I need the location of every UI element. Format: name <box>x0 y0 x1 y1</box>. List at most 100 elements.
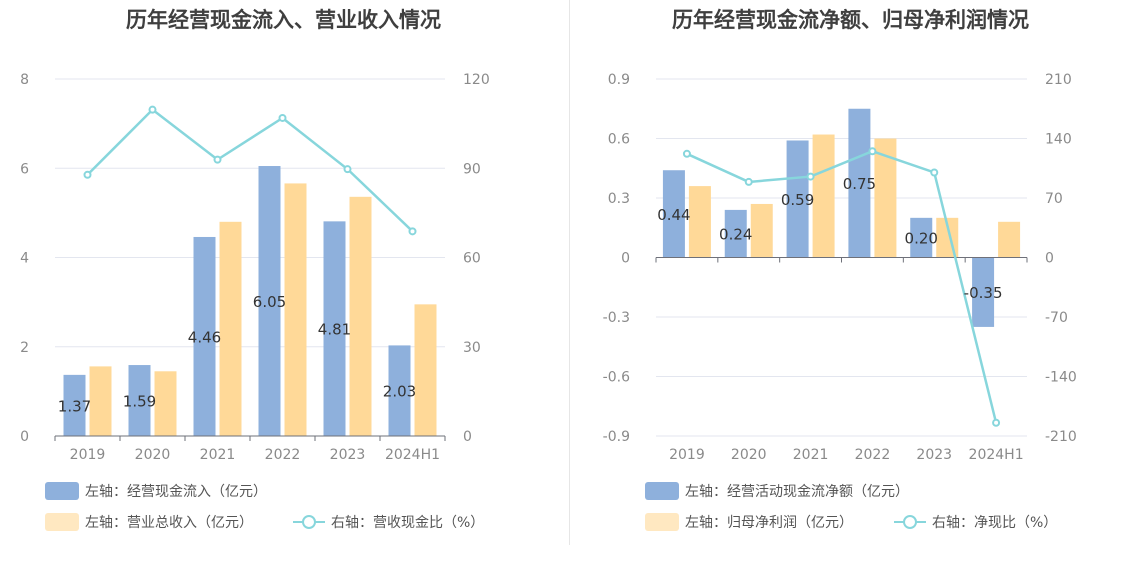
data-label: 0.24 <box>719 226 752 244</box>
legend-swatch-1 <box>645 513 679 531</box>
legend-swatch-1 <box>45 513 79 531</box>
y-right-tick-label: 90 <box>463 161 481 177</box>
data-label: 4.81 <box>318 321 351 339</box>
y-right-tick-label: 140 <box>1045 132 1072 148</box>
y-left-tick-label: 0.6 <box>608 132 630 148</box>
data-label: 0.59 <box>781 191 814 209</box>
y-right-tick-label: -70 <box>1045 310 1068 326</box>
bar-series-1-2021 <box>219 221 242 436</box>
bar-series-1-2020 <box>750 203 773 258</box>
legend-item-0: 左轴：经营现金流入（亿元） <box>85 484 267 500</box>
y-left-tick-label: -0.9 <box>603 429 630 445</box>
y-left-tick-label: 0.9 <box>608 72 630 88</box>
y-right-tick-label: 60 <box>463 251 481 267</box>
bar-series-1-2024H1 <box>998 221 1021 258</box>
legend-item-2: 右轴：净现比（%） <box>932 515 1057 531</box>
x-tick-label: 2023 <box>330 447 366 463</box>
bar-series-0-2019 <box>63 374 86 436</box>
x-tick-label: 2022 <box>265 447 301 463</box>
line-point-2024H1 <box>992 418 1001 427</box>
y-left-tick-label: 8 <box>20 72 29 88</box>
line-point-2023 <box>930 168 939 177</box>
bar-series-1-2022 <box>874 138 897 258</box>
x-tick-label: 2020 <box>731 447 767 463</box>
y-left-tick-label: -0.3 <box>603 310 630 326</box>
y-left-tick-label: 0.3 <box>608 191 630 207</box>
data-label: 1.37 <box>58 397 91 415</box>
line-point-2023 <box>343 165 352 174</box>
y-left-tick-label: 6 <box>20 161 29 177</box>
line-point-2024H1 <box>408 227 417 236</box>
chart-canvas: -0.9 -210 -0.6 -140 -0.3 -70 0 0 0.3 70 0.6 140 0.9 2… <box>603 72 1077 531</box>
y-left-tick-label: 0 <box>20 429 29 445</box>
legend-item-0: 左轴：经营活动现金流净额（亿元） <box>685 484 909 500</box>
chart-panel-net-cashflow: 历年经营现金流净额、归母净利润情况 -0.9 -210 -0.6 -140 -0.3 -7… <box>567 0 1134 582</box>
bar-series-0-2021 <box>786 140 809 258</box>
panel-divider <box>569 0 570 545</box>
bar-series-1-2019 <box>688 186 711 258</box>
x-tick-label: 2024H1 <box>969 447 1024 463</box>
data-label: 0.44 <box>657 206 690 224</box>
bar-series-0-2021 <box>193 236 216 436</box>
x-tick-label: 2021 <box>793 447 829 463</box>
line-point-2020 <box>148 105 157 114</box>
legend-swatch-0 <box>645 482 679 500</box>
y-left-tick-label: 2 <box>20 340 29 356</box>
bar-series-0-2020 <box>724 209 747 258</box>
bar-series-0-2023 <box>323 221 346 436</box>
y-right-tick-label: -140 <box>1045 370 1077 386</box>
bar-series-0-2024H1 <box>972 257 995 327</box>
data-label: -0.35 <box>964 284 1003 302</box>
x-tick-label: 2024H1 <box>385 447 440 463</box>
data-label: 2.03 <box>383 383 416 401</box>
y-right-tick-label: -210 <box>1045 429 1077 445</box>
bar-series-0-2020 <box>128 365 151 436</box>
line-series-2 <box>86 107 414 233</box>
y-right-tick-label: 210 <box>1045 72 1072 88</box>
chart-canvas: 0 0 2 30 4 60 6 90 8 120 2019 2020 2021 2022 2023 2024H… <box>20 72 490 531</box>
data-label: 1.59 <box>123 393 156 411</box>
data-label: 4.46 <box>188 328 221 346</box>
y-right-tick-label: 70 <box>1045 191 1063 207</box>
bar-series-1-2024H1 <box>414 304 437 436</box>
bar-series-0-2023 <box>910 217 933 258</box>
line-point-2021 <box>213 155 222 164</box>
bar-series-1-2020 <box>154 371 177 436</box>
bar-series-1-2023 <box>349 196 372 436</box>
bar-series-0-2024H1 <box>388 345 411 436</box>
legend-marker-2 <box>903 515 917 529</box>
y-right-tick-label: 120 <box>463 72 490 88</box>
x-tick-label: 2019 <box>70 447 106 463</box>
line-point-2019 <box>83 170 92 179</box>
line-point-2022 <box>868 147 877 156</box>
data-label: 0.20 <box>905 230 938 248</box>
bar-series-1-2021 <box>812 134 835 258</box>
line-series-2 <box>686 149 998 424</box>
y-right-tick-label: 0 <box>1045 251 1054 267</box>
legend-item-1: 左轴：营业总收入（亿元） <box>85 515 253 531</box>
chart-title: 历年经营现金流入、营业收入情况 <box>126 8 441 32</box>
legend-marker-2 <box>302 515 316 529</box>
y-right-tick-label: 30 <box>463 340 481 356</box>
data-label: 0.75 <box>843 175 876 193</box>
chart-title: 历年经营现金流净额、归母净利润情况 <box>672 8 1029 32</box>
legend-item-1: 左轴：归母净利润（亿元） <box>685 514 853 531</box>
bar-series-0-2022 <box>258 166 281 437</box>
chart-panel-cashflow-inflow: 历年经营现金流入、营业收入情况 0 0 2 30 4 60 6 90 8 120 2019 2020 2… <box>20 8 490 531</box>
legend-item-2: 右轴：营收现金比（%） <box>331 515 484 531</box>
y-left-tick-label: -0.6 <box>603 370 630 386</box>
x-tick-label: 2022 <box>855 447 891 463</box>
bar-series-0-2019 <box>662 170 685 258</box>
y-left-tick-label: 0 <box>621 251 630 267</box>
x-tick-label: 2020 <box>135 447 171 463</box>
line-point-2022 <box>278 113 287 122</box>
bar-series-1-2019 <box>89 366 112 436</box>
x-tick-label: 2019 <box>669 447 705 463</box>
data-label: 6.05 <box>253 293 286 311</box>
x-tick-label: 2023 <box>916 447 952 463</box>
line-point-2019 <box>682 149 691 158</box>
legend-swatch-0 <box>45 482 79 500</box>
y-left-tick-label: 4 <box>20 251 29 267</box>
y-right-tick-label: 0 <box>463 429 472 445</box>
bar-series-1-2022 <box>284 183 307 436</box>
